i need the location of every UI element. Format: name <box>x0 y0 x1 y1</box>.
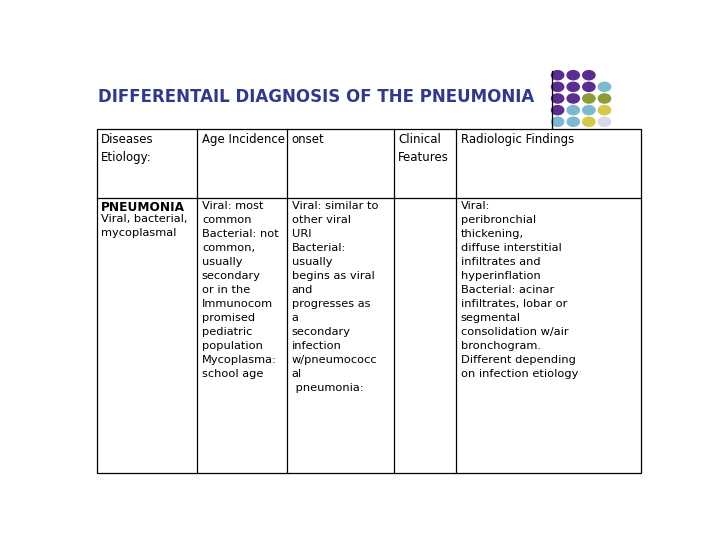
Circle shape <box>552 82 564 91</box>
Circle shape <box>552 71 564 80</box>
Text: onset: onset <box>292 133 325 146</box>
Text: DIFFERENTAIL DIAGNOSIS OF THE PNEUMONIA: DIFFERENTAIL DIAGNOSIS OF THE PNEUMONIA <box>99 87 535 106</box>
Circle shape <box>552 117 564 126</box>
Circle shape <box>598 105 611 114</box>
Circle shape <box>598 82 611 91</box>
Bar <box>96 129 642 473</box>
Text: Age Incidence: Age Incidence <box>202 133 285 146</box>
Text: Clinical
Features: Clinical Features <box>398 133 449 164</box>
Circle shape <box>598 94 611 103</box>
Circle shape <box>567 71 580 80</box>
Circle shape <box>552 94 564 103</box>
Circle shape <box>582 94 595 103</box>
Circle shape <box>582 71 595 80</box>
Circle shape <box>552 105 564 114</box>
Text: Diseases
Etiology:: Diseases Etiology: <box>101 133 154 164</box>
Circle shape <box>567 82 580 91</box>
Text: PNEUMONIA: PNEUMONIA <box>101 201 185 214</box>
Text: Viral: most
common
Bacterial: not
common,
usually
secondary
or in the
Immunocom
: Viral: most common Bacterial: not common… <box>202 201 279 379</box>
Text: Viral: similar to
other viral
URI
Bacterial:
usually
begins as viral
and
progres: Viral: similar to other viral URI Bacter… <box>292 201 378 393</box>
Circle shape <box>567 117 580 126</box>
Circle shape <box>567 94 580 103</box>
Circle shape <box>582 105 595 114</box>
Circle shape <box>582 117 595 126</box>
Circle shape <box>598 117 611 126</box>
Circle shape <box>582 82 595 91</box>
Text: Viral, bacterial,
mycoplasmal: Viral, bacterial, mycoplasmal <box>101 214 188 238</box>
Text: Viral:
peribronchial
thickening,
diffuse interstitial
infiltrates and
hyperinfla: Viral: peribronchial thickening, diffuse… <box>461 201 578 379</box>
Circle shape <box>567 105 580 114</box>
Text: Radiologic Findings: Radiologic Findings <box>461 133 574 146</box>
